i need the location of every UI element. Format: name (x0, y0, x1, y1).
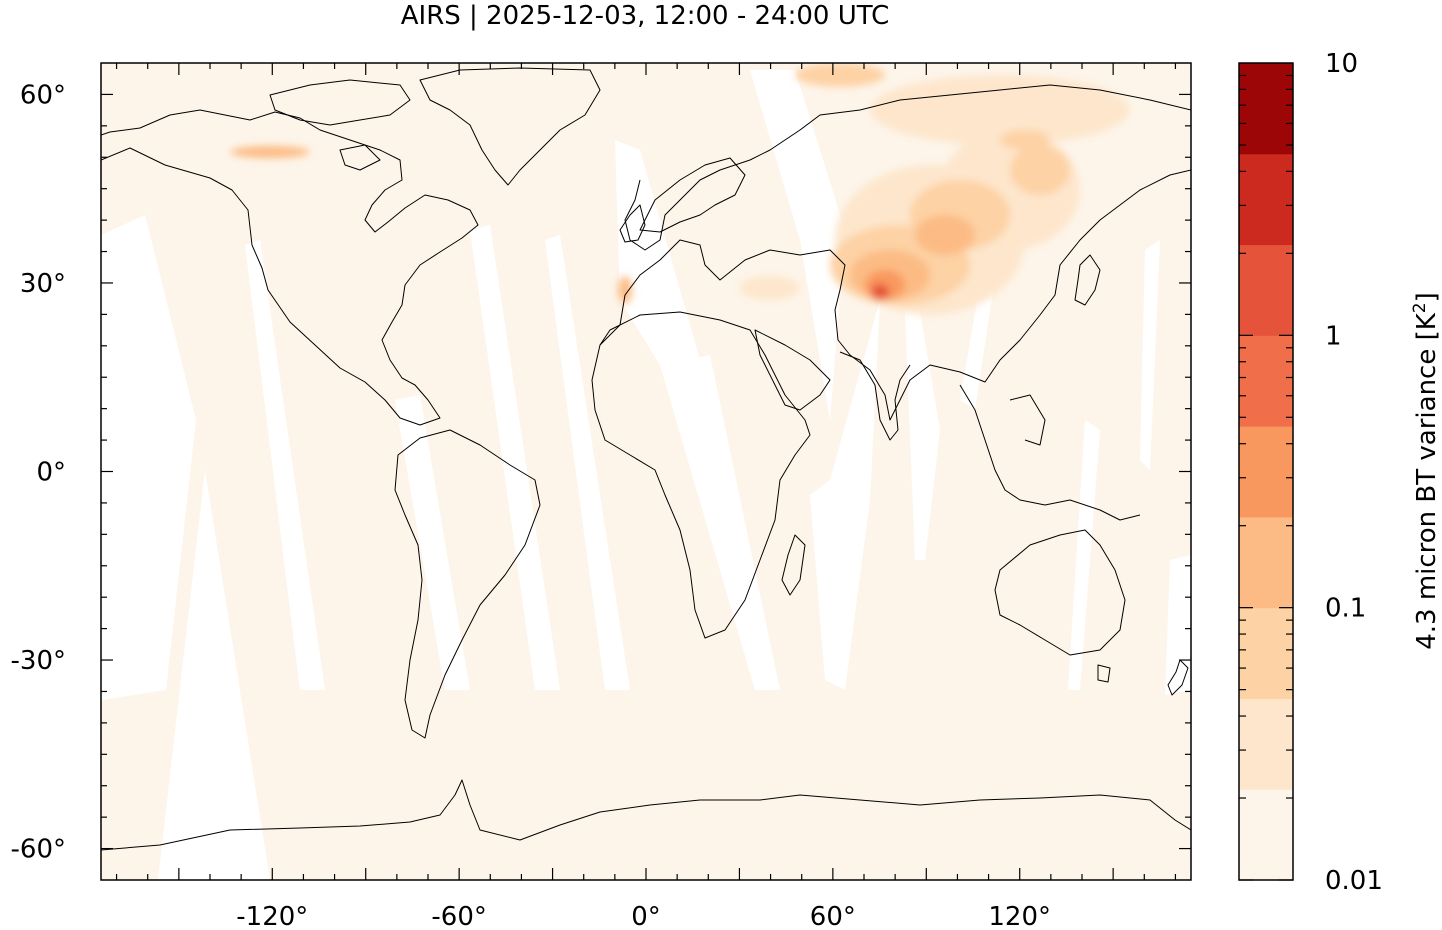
coastline-greenland (419, 67, 601, 186)
colorbar-band (1239, 607, 1293, 699)
variance-patch (1000, 130, 1050, 150)
colorbar-label-suffix: ] (1412, 292, 1442, 302)
swath-gap (245, 240, 325, 690)
colorbar-band (1239, 516, 1293, 609)
swath-gap (101, 215, 196, 700)
swath-gap (1068, 420, 1100, 690)
colorbar-band (1239, 698, 1293, 790)
colorbar: 10 1 0.1 0.01 4.3 micron BT variance [K2] (1238, 49, 1442, 896)
x-tick-label: 0° (631, 902, 661, 930)
colorbar-band (1239, 153, 1293, 246)
map-title: AIRS | 2025-12-03, 12:00 - 24:00 UTC (401, 1, 890, 31)
variance-patch (740, 276, 800, 300)
variance-patch (870, 75, 1130, 145)
coastline-british-isles (619, 204, 646, 243)
variance-patch (795, 63, 885, 87)
colorbar-frame (1238, 62, 1294, 881)
coastline-arctic-islands (269, 79, 411, 171)
swath-gap (750, 70, 845, 420)
coastline-scandinavia (639, 157, 746, 233)
coastline-australia (994, 529, 1126, 683)
y-tick-label: -30° (11, 646, 66, 676)
x-tick-labels: -120° -60° 0° 60° 120° (236, 902, 1051, 930)
swath-gap (810, 300, 880, 690)
coastline-eurasia (599, 84, 1191, 421)
colorbar-ticks (1239, 74, 1293, 881)
colorbar-band (1239, 789, 1293, 881)
colorbar-tick-labels: 10 1 0.1 0.01 (1325, 49, 1383, 896)
colorbar-label-superscript: 2 (1410, 302, 1430, 313)
colorbar-tick-label: 0.1 (1325, 594, 1366, 624)
y-tick-label: -60° (11, 835, 66, 865)
variance-patch (915, 215, 975, 255)
swath-gap (158, 470, 270, 880)
variance-patch (618, 276, 632, 304)
colorbar-tick-label: 0.01 (1325, 866, 1383, 896)
coastline-southeast-asia (959, 384, 1141, 521)
colorbar-label: 4.3 micron BT variance [K2] (1410, 292, 1442, 650)
coastline-new-zealand (1167, 659, 1189, 696)
x-tick-label: -120° (236, 902, 308, 930)
swath-gap (545, 235, 630, 690)
variance-patches (230, 63, 1130, 315)
colorbar-label-main: 4.3 micron BT variance [K (1412, 312, 1442, 650)
coastline-madagascar (781, 534, 806, 596)
variance-patch (1010, 145, 1070, 195)
colorbar-bands (1239, 63, 1293, 881)
swath-gap (660, 355, 780, 690)
coastline-north-america (101, 109, 479, 426)
colorbar-band (1239, 63, 1293, 155)
coastline-south-america (394, 429, 541, 739)
variance-patch (230, 146, 310, 158)
coastline-india (839, 351, 911, 441)
colorbar-band (1239, 335, 1293, 427)
map-panel: -120° -60° 0° 60° 120° 60° 30° 0° -30° -60° (11, 62, 1192, 930)
swath-gap (395, 395, 470, 690)
swath-gap (470, 225, 560, 690)
y-tick-label: 30° (20, 269, 66, 299)
coastline-antarctica (101, 779, 1191, 851)
x-tick-label: 120° (988, 902, 1051, 930)
x-tick-label: 60° (810, 902, 856, 930)
coastline-africa (591, 311, 811, 639)
swath-gap (1140, 240, 1160, 470)
y-tick-label: 60° (20, 80, 66, 110)
map-ticks (101, 63, 1191, 880)
swath-gap (905, 300, 940, 560)
coastline-arabia (754, 329, 831, 411)
colorbar-tick-label: 10 (1325, 49, 1358, 79)
colorbar-band (1239, 244, 1293, 336)
coastline-japan (1074, 254, 1101, 306)
variance-patch (871, 284, 889, 300)
coastlines (101, 67, 1191, 851)
colorbar-tick-label: 1 (1325, 321, 1342, 351)
y-tick-labels: 60° 30° 0° -30° -60° (11, 80, 66, 864)
x-tick-label: -60° (431, 902, 486, 930)
y-tick-label: 0° (36, 458, 66, 488)
colorbar-band (1239, 426, 1293, 518)
